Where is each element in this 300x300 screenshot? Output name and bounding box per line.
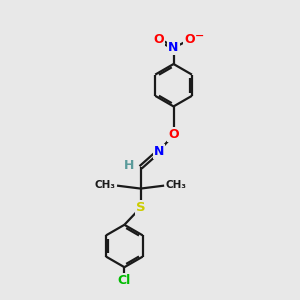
Text: O: O [153,33,164,46]
Text: CH₃: CH₃ [94,180,116,190]
Text: Cl: Cl [118,274,131,287]
Text: O: O [168,128,179,142]
Text: CH₃: CH₃ [166,180,187,190]
Text: S: S [136,201,146,214]
Text: N: N [168,41,179,54]
Text: −: − [194,31,204,41]
Text: O: O [184,33,195,46]
Text: H: H [124,159,135,172]
Text: N: N [154,145,164,158]
